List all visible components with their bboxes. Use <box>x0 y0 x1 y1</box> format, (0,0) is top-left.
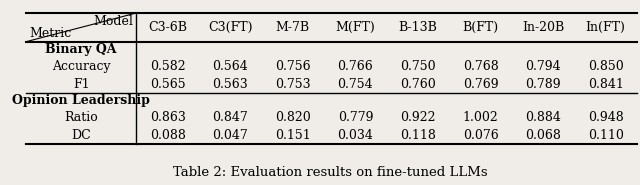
Text: 0.769: 0.769 <box>463 78 499 91</box>
Text: Table 2: Evaluation results on fine-tuned LLMs: Table 2: Evaluation results on fine-tune… <box>173 166 487 179</box>
Text: 0.151: 0.151 <box>275 129 310 142</box>
Text: 0.850: 0.850 <box>588 60 623 73</box>
Text: 0.779: 0.779 <box>338 111 373 124</box>
Text: 0.118: 0.118 <box>400 129 436 142</box>
Text: In-20B: In-20B <box>522 21 564 34</box>
Text: Accuracy: Accuracy <box>52 60 111 73</box>
Text: 0.034: 0.034 <box>337 129 373 142</box>
Text: 0.766: 0.766 <box>337 60 373 73</box>
Text: Opinion Leadership: Opinion Leadership <box>12 94 150 107</box>
Text: 0.847: 0.847 <box>212 111 248 124</box>
Text: 0.563: 0.563 <box>212 78 248 91</box>
Text: DC: DC <box>71 129 91 142</box>
Text: B-13B: B-13B <box>399 21 437 34</box>
Text: 0.922: 0.922 <box>400 111 436 124</box>
Text: C3-6B: C3-6B <box>148 21 188 34</box>
Text: 1.002: 1.002 <box>463 111 499 124</box>
Text: 0.750: 0.750 <box>400 60 436 73</box>
Text: 0.948: 0.948 <box>588 111 623 124</box>
Text: 0.820: 0.820 <box>275 111 310 124</box>
Text: 0.047: 0.047 <box>212 129 248 142</box>
Text: 0.841: 0.841 <box>588 78 623 91</box>
Text: Binary QA: Binary QA <box>45 43 117 56</box>
Text: In(FT): In(FT) <box>586 21 625 34</box>
Text: 0.789: 0.789 <box>525 78 561 91</box>
Text: Ratio: Ratio <box>65 111 98 124</box>
Text: 0.564: 0.564 <box>212 60 248 73</box>
Text: Model: Model <box>93 15 133 28</box>
Text: 0.753: 0.753 <box>275 78 310 91</box>
Text: 0.068: 0.068 <box>525 129 561 142</box>
Text: 0.582: 0.582 <box>150 60 186 73</box>
Text: 0.076: 0.076 <box>463 129 499 142</box>
Text: 0.794: 0.794 <box>525 60 561 73</box>
Text: C3(FT): C3(FT) <box>208 21 253 34</box>
Text: 0.754: 0.754 <box>337 78 373 91</box>
Text: M-7B: M-7B <box>276 21 310 34</box>
Text: 0.863: 0.863 <box>150 111 186 124</box>
Text: 0.756: 0.756 <box>275 60 310 73</box>
Text: 0.768: 0.768 <box>463 60 499 73</box>
Text: 0.088: 0.088 <box>150 129 186 142</box>
Text: M(FT): M(FT) <box>335 21 375 34</box>
Text: 0.884: 0.884 <box>525 111 561 124</box>
Text: 0.110: 0.110 <box>588 129 623 142</box>
Text: B(FT): B(FT) <box>463 21 499 34</box>
Text: 0.760: 0.760 <box>400 78 436 91</box>
Text: 0.565: 0.565 <box>150 78 186 91</box>
Text: Metric: Metric <box>29 27 72 40</box>
Text: F1: F1 <box>73 78 90 91</box>
